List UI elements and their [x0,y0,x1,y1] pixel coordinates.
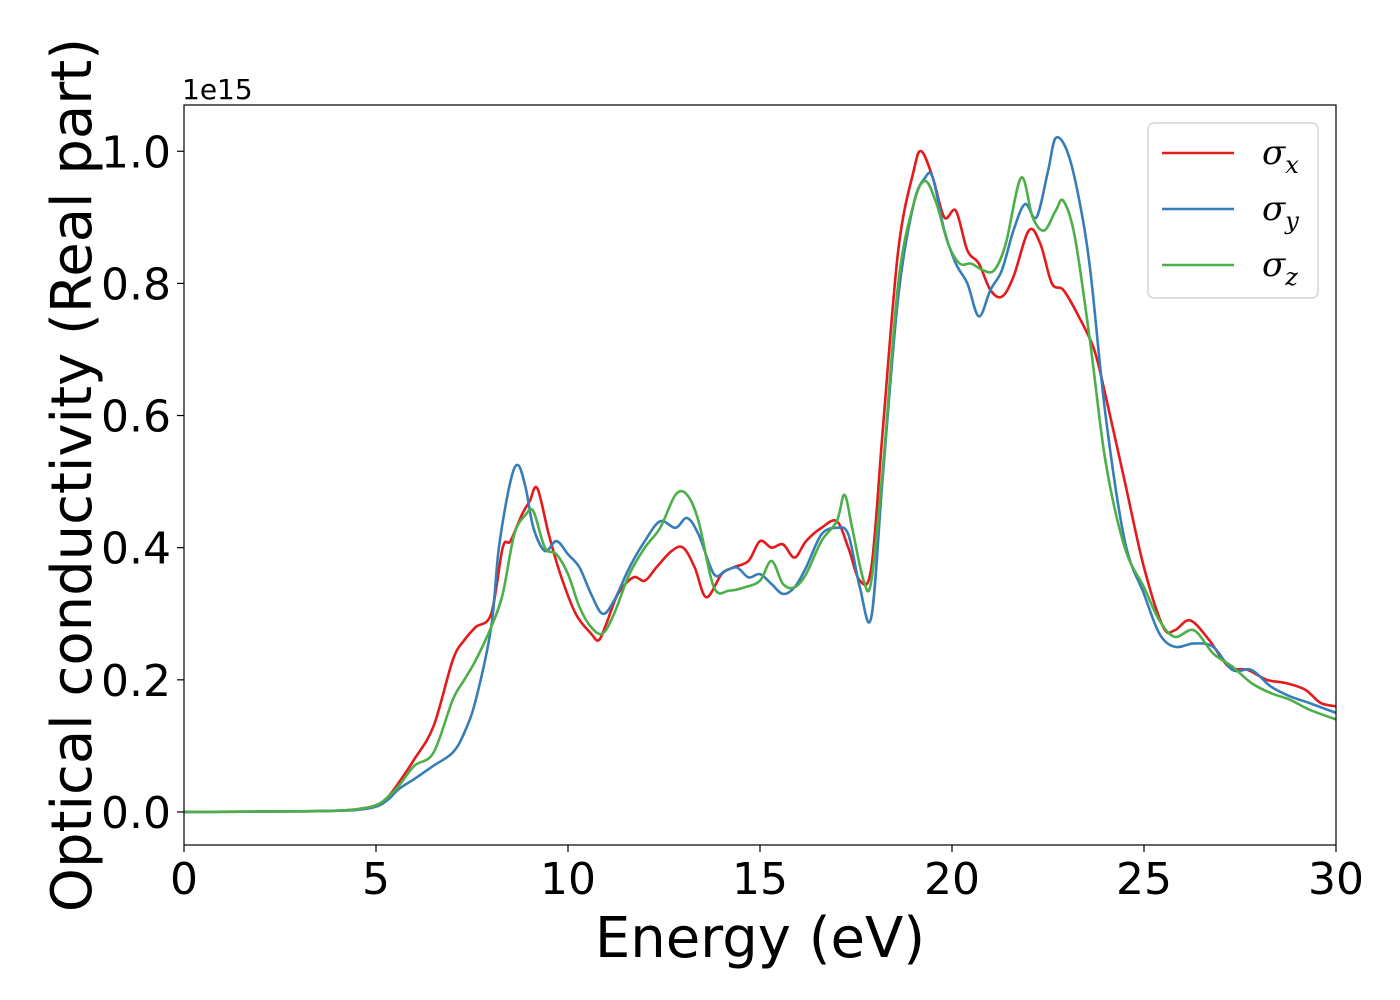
x-axis-ticks: 0 5 10 15 20 25 30 [170,845,1364,905]
series-line-z [184,176,1336,814]
x-axis-title: Energy (eV) [595,906,925,971]
y-tick-label: 0.0 [101,788,171,839]
y-tick-label: 1.0 [101,127,171,178]
y-tick-label: 0.6 [101,392,171,443]
y-axis-ticks: 0.0 0.2 0.4 0.6 0.8 1.0 [101,127,184,839]
plot-content [184,135,1336,814]
legend-label-y: σy [1262,189,1299,235]
legend: σx σy σz [1147,122,1319,299]
legend-box [1147,122,1319,299]
x-tick-label: 30 [1308,854,1364,905]
legend-label-x: σx [1262,133,1299,179]
series-line-y [184,135,1336,814]
y-axis-title: Optical conductivity (Real part) [40,38,105,912]
y-tick-label: 0.8 [101,259,171,310]
y-axis-offset-text: 1e15 [182,73,253,106]
series-line-x [184,149,1336,814]
y-tick-label: 0.4 [101,524,171,575]
x-tick-label: 25 [1116,854,1172,905]
x-tick-label: 5 [362,854,390,905]
x-tick-label: 15 [732,854,788,905]
legend-label-z: σz [1262,245,1298,291]
x-tick-label: 10 [540,854,596,905]
y-tick-label: 0.2 [101,656,171,707]
x-tick-label: 0 [170,854,198,905]
x-tick-label: 20 [924,854,980,905]
